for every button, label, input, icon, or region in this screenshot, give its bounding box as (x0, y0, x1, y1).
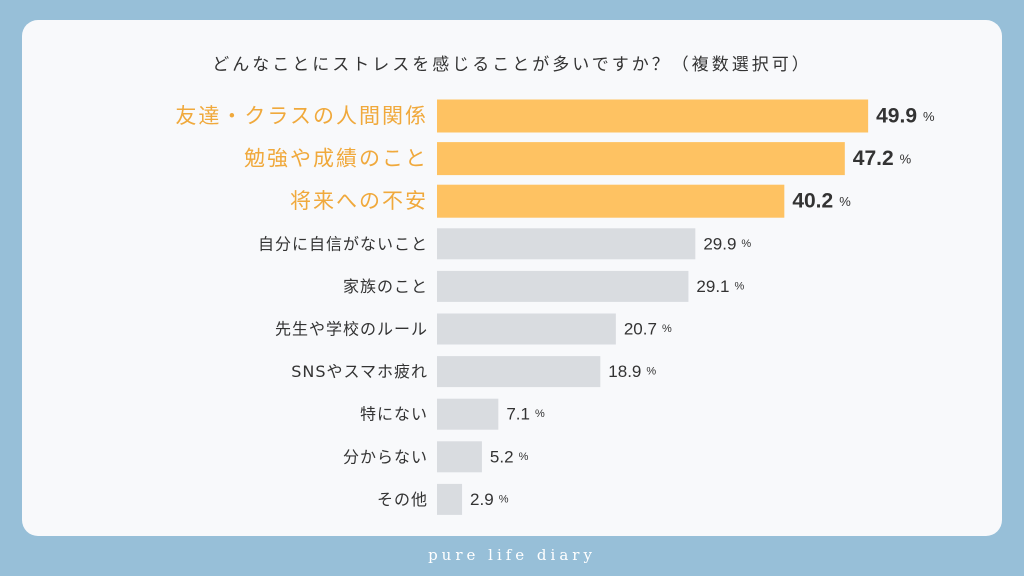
value-label-1: 49.9% (876, 105, 935, 128)
bar-5 (437, 270, 689, 302)
bar-4 (437, 228, 696, 260)
value-unit-4: % (741, 238, 751, 250)
bar-10 (437, 483, 463, 515)
category-label-4: 自分に自信がないこと (258, 234, 428, 253)
category-label-9: 分からない (343, 447, 428, 466)
bar-8 (437, 398, 499, 430)
category-label-2: 勉強や成績のこと (244, 147, 428, 171)
category-label-7: SNSやスマホ疲れ (291, 362, 428, 381)
value-label-4: 29.9% (703, 234, 751, 253)
category-label-3: 将来への不安 (290, 189, 428, 213)
category-label-5: 家族のこと (343, 277, 428, 296)
bar-3 (437, 184, 785, 218)
value-label-8: 7.1% (506, 405, 545, 424)
value-unit-9: % (519, 451, 529, 463)
value-unit-7: % (646, 366, 656, 378)
bar-1 (437, 99, 869, 133)
value-unit-5: % (735, 280, 745, 292)
value-unit-2: % (900, 151, 912, 166)
value-unit-10: % (499, 493, 509, 505)
value-label-9: 5.2% (490, 447, 529, 466)
category-label-10: その他 (377, 490, 428, 509)
bar-9 (437, 441, 482, 473)
value-label-7: 18.9% (608, 362, 656, 381)
category-label-8: 特にない (360, 405, 428, 424)
bar-6 (437, 313, 616, 345)
value-unit-6: % (662, 323, 672, 335)
value-label-2: 47.2% (853, 147, 912, 170)
category-label-1: 友達・クラスの人間関係 (175, 104, 428, 128)
category-label-6: 先生や学校のルール (275, 320, 428, 339)
value-label-3: 40.2% (792, 190, 851, 213)
chart-title: どんなことにストレスを感じることが多いですか？（複数選択可） (212, 55, 812, 75)
value-label-5: 29.1% (696, 277, 744, 296)
value-unit-8: % (535, 408, 545, 420)
value-unit-1: % (923, 109, 935, 124)
bar-7 (437, 356, 601, 388)
footer-brand: pure life diary (428, 546, 596, 564)
value-label-10: 2.9% (470, 490, 509, 509)
value-label-6: 20.7% (624, 320, 672, 339)
value-unit-3: % (839, 194, 851, 209)
bar-2 (437, 142, 845, 176)
